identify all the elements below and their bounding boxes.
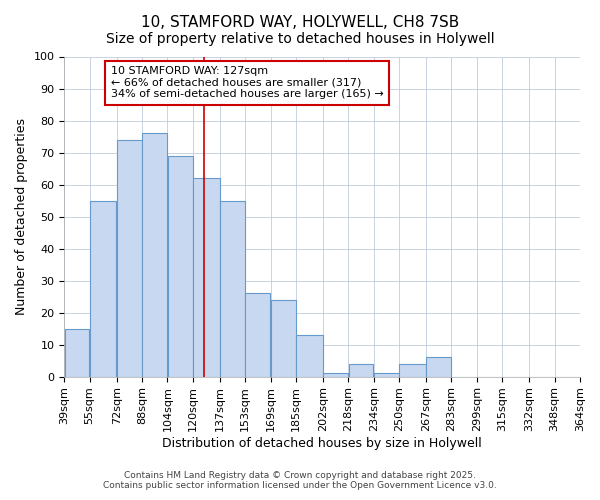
Text: Size of property relative to detached houses in Holywell: Size of property relative to detached ho… [106,32,494,46]
Bar [245,294,271,376]
Bar [117,140,142,376]
Text: 10, STAMFORD WAY, HOLYWELL, CH8 7SB: 10, STAMFORD WAY, HOLYWELL, CH8 7SB [141,15,459,30]
Bar [90,200,116,376]
Y-axis label: Number of detached properties: Number of detached properties [15,118,28,315]
Bar [220,200,245,376]
Bar [400,364,426,376]
Bar [427,358,451,376]
Bar [193,178,220,376]
Bar [296,335,323,376]
Bar [349,364,373,376]
Bar [374,374,399,376]
Bar [65,328,89,376]
X-axis label: Distribution of detached houses by size in Holywell: Distribution of detached houses by size … [162,437,482,450]
Text: 10 STAMFORD WAY: 127sqm
← 66% of detached houses are smaller (317)
34% of semi-d: 10 STAMFORD WAY: 127sqm ← 66% of detache… [110,66,383,100]
Bar [142,134,167,376]
Bar [271,300,296,376]
Text: Contains HM Land Registry data © Crown copyright and database right 2025.
Contai: Contains HM Land Registry data © Crown c… [103,470,497,490]
Bar [167,156,193,376]
Bar [323,374,348,376]
